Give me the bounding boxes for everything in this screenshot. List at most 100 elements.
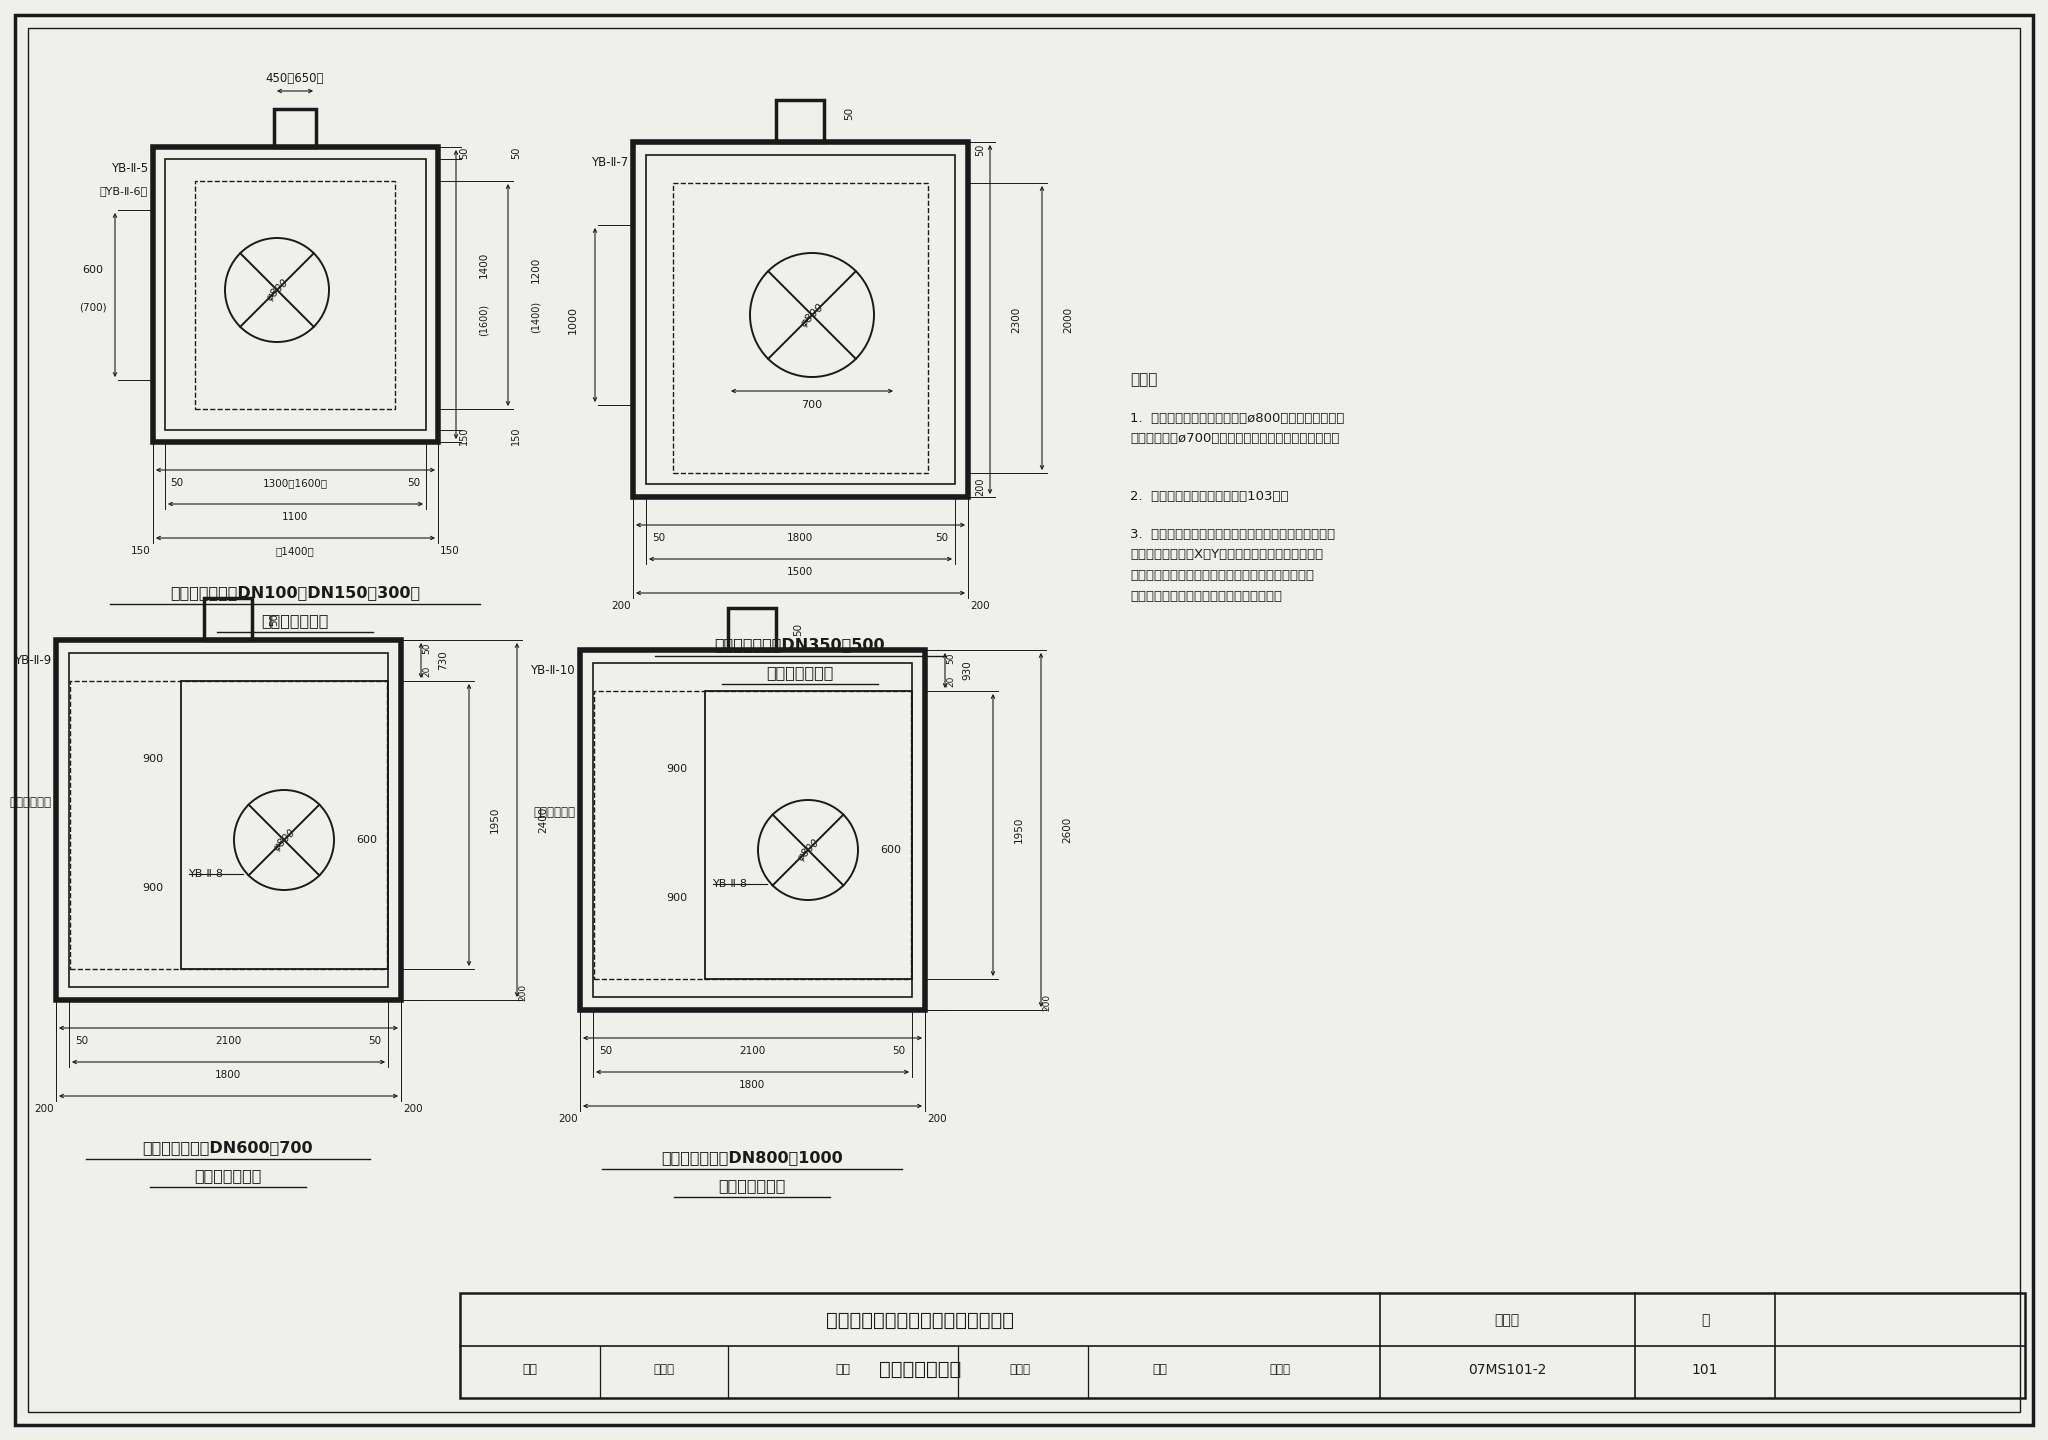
- Text: 200: 200: [1042, 994, 1051, 1011]
- Bar: [594, 691, 911, 979]
- Text: 1800: 1800: [786, 533, 813, 543]
- Bar: [55, 639, 401, 999]
- Bar: [727, 608, 776, 649]
- Text: 900: 900: [666, 893, 686, 903]
- Bar: [166, 158, 426, 431]
- Text: 盖板平面布置图: 盖板平面布置图: [719, 1178, 786, 1194]
- Text: 900: 900: [141, 753, 164, 763]
- Bar: [70, 681, 387, 969]
- Text: 200: 200: [35, 1104, 53, 1115]
- Text: 50: 50: [975, 144, 985, 156]
- Text: 盖板平面布置图: 盖板平面布置图: [879, 1361, 961, 1380]
- Text: 2000: 2000: [1063, 307, 1073, 333]
- Text: φ800: φ800: [799, 301, 825, 328]
- Text: 900: 900: [666, 763, 686, 773]
- Text: 1500: 1500: [786, 567, 813, 577]
- Text: YB-Ⅱ-8: YB-Ⅱ-8: [713, 878, 748, 888]
- Text: 900: 900: [141, 883, 164, 893]
- Text: 图集号: 图集号: [1495, 1313, 1520, 1328]
- Text: 盖板平面布置图: 盖板平面布置图: [195, 1168, 262, 1184]
- Text: 200: 200: [518, 984, 528, 1001]
- Text: 50: 50: [369, 1035, 381, 1045]
- Text: （1400）: （1400）: [276, 546, 315, 556]
- Bar: [154, 147, 438, 442]
- Text: 07MS101-2: 07MS101-2: [1468, 1362, 1546, 1377]
- Bar: [274, 109, 315, 147]
- Text: 设计: 设计: [1153, 1364, 1167, 1377]
- Text: YB-Ⅱ-8: YB-Ⅱ-8: [188, 868, 223, 878]
- Text: 矩形立式蝶阀井DN100（DN150～300）: 矩形立式蝶阀井DN100（DN150～300）: [170, 586, 420, 600]
- Bar: [70, 652, 387, 986]
- Text: 1300（1600）: 1300（1600）: [262, 478, 328, 488]
- Text: φ800: φ800: [270, 827, 297, 852]
- Text: 150: 150: [512, 426, 520, 445]
- Bar: [645, 156, 954, 484]
- Text: 50: 50: [936, 533, 948, 543]
- Bar: [776, 99, 823, 143]
- Text: 1400: 1400: [479, 252, 489, 278]
- Text: 50: 50: [793, 622, 803, 635]
- Bar: [195, 181, 395, 409]
- Text: 200: 200: [971, 600, 989, 611]
- Text: 人孔兼操作孔: 人孔兼操作孔: [532, 805, 575, 818]
- Bar: [580, 649, 926, 1009]
- Text: 600: 600: [82, 265, 104, 275]
- Text: 矩形立式蝶阀井DN350～500: 矩形立式蝶阀井DN350～500: [715, 638, 885, 652]
- Text: 50: 50: [893, 1045, 905, 1056]
- Text: 1000: 1000: [567, 307, 578, 334]
- Text: 730: 730: [438, 651, 449, 671]
- Text: YB-Ⅱ-10: YB-Ⅱ-10: [530, 664, 575, 677]
- Text: 校对: 校对: [836, 1364, 850, 1377]
- Text: 1800: 1800: [215, 1070, 242, 1080]
- Bar: [180, 681, 387, 969]
- Text: 101: 101: [1692, 1362, 1718, 1377]
- Text: 郭奕雄: 郭奕雄: [653, 1364, 674, 1377]
- Text: YB-Ⅱ-7: YB-Ⅱ-7: [590, 156, 629, 168]
- Text: 2400: 2400: [539, 806, 549, 834]
- Text: 50: 50: [76, 1035, 88, 1045]
- Text: 审核: 审核: [522, 1364, 537, 1377]
- Bar: [594, 662, 911, 996]
- Text: (1400): (1400): [530, 301, 541, 333]
- Text: 矩形立式蝶阀井DN800～1000: 矩形立式蝶阀井DN800～1000: [662, 1151, 844, 1165]
- Text: 人孔兼操作孔: 人孔兼操作孔: [8, 795, 51, 808]
- Text: 200: 200: [975, 478, 985, 497]
- Text: 150: 150: [459, 426, 469, 445]
- Text: 1950: 1950: [489, 806, 500, 834]
- Text: 50: 50: [459, 147, 469, 160]
- Text: 600: 600: [356, 835, 377, 845]
- Text: 200: 200: [403, 1104, 422, 1115]
- Text: 150: 150: [440, 546, 459, 556]
- Text: 50: 50: [170, 478, 184, 488]
- Text: 450（650）: 450（650）: [266, 72, 324, 85]
- Text: YB-Ⅱ-9: YB-Ⅱ-9: [14, 654, 51, 667]
- Text: 盖板平面布置图: 盖板平面布置图: [262, 613, 328, 628]
- Text: （YB-Ⅱ-6）: （YB-Ⅱ-6）: [100, 186, 147, 196]
- Text: 1100: 1100: [283, 513, 307, 521]
- Text: 1200: 1200: [530, 256, 541, 284]
- Text: 2.  预制盖板配筋图见本图集第103页。: 2. 预制盖板配筋图见本图集第103页。: [1130, 490, 1288, 503]
- Text: 王龙生: 王龙生: [1270, 1364, 1290, 1377]
- Text: 地面操作钢筋混凝土矩形立式蝶阀井: 地面操作钢筋混凝土矩形立式蝶阀井: [825, 1310, 1014, 1329]
- Text: 50: 50: [653, 533, 666, 543]
- Text: 1.  人孔及人孔兼操作孔直径为ø800，当人孔及人孔兼
操作孔直径为ø700时，需将相关钢筋的长度进行修改。: 1. 人孔及人孔兼操作孔直径为ø800，当人孔及人孔兼 操作孔直径为ø700时，…: [1130, 412, 1343, 445]
- Text: 200: 200: [612, 600, 631, 611]
- Text: 50: 50: [946, 652, 956, 664]
- Text: (1600): (1600): [479, 304, 489, 336]
- Text: 700: 700: [801, 400, 823, 410]
- Text: 150: 150: [131, 546, 152, 556]
- Text: 50: 50: [408, 478, 420, 488]
- Text: 20: 20: [422, 665, 432, 677]
- Text: 50: 50: [422, 642, 432, 654]
- Text: 盖板平面布置图: 盖板平面布置图: [766, 665, 834, 681]
- Text: 1950: 1950: [1014, 816, 1024, 844]
- Text: 20: 20: [946, 675, 956, 687]
- Bar: [674, 183, 928, 472]
- Bar: [461, 1293, 2025, 1398]
- Text: 200: 200: [559, 1115, 578, 1125]
- Text: 1800: 1800: [739, 1080, 766, 1090]
- Text: 2600: 2600: [1063, 816, 1071, 844]
- Text: φ800: φ800: [795, 837, 821, 863]
- Text: 说明：: 说明：: [1130, 373, 1157, 387]
- Text: 曾令芸: 曾令芸: [1010, 1364, 1030, 1377]
